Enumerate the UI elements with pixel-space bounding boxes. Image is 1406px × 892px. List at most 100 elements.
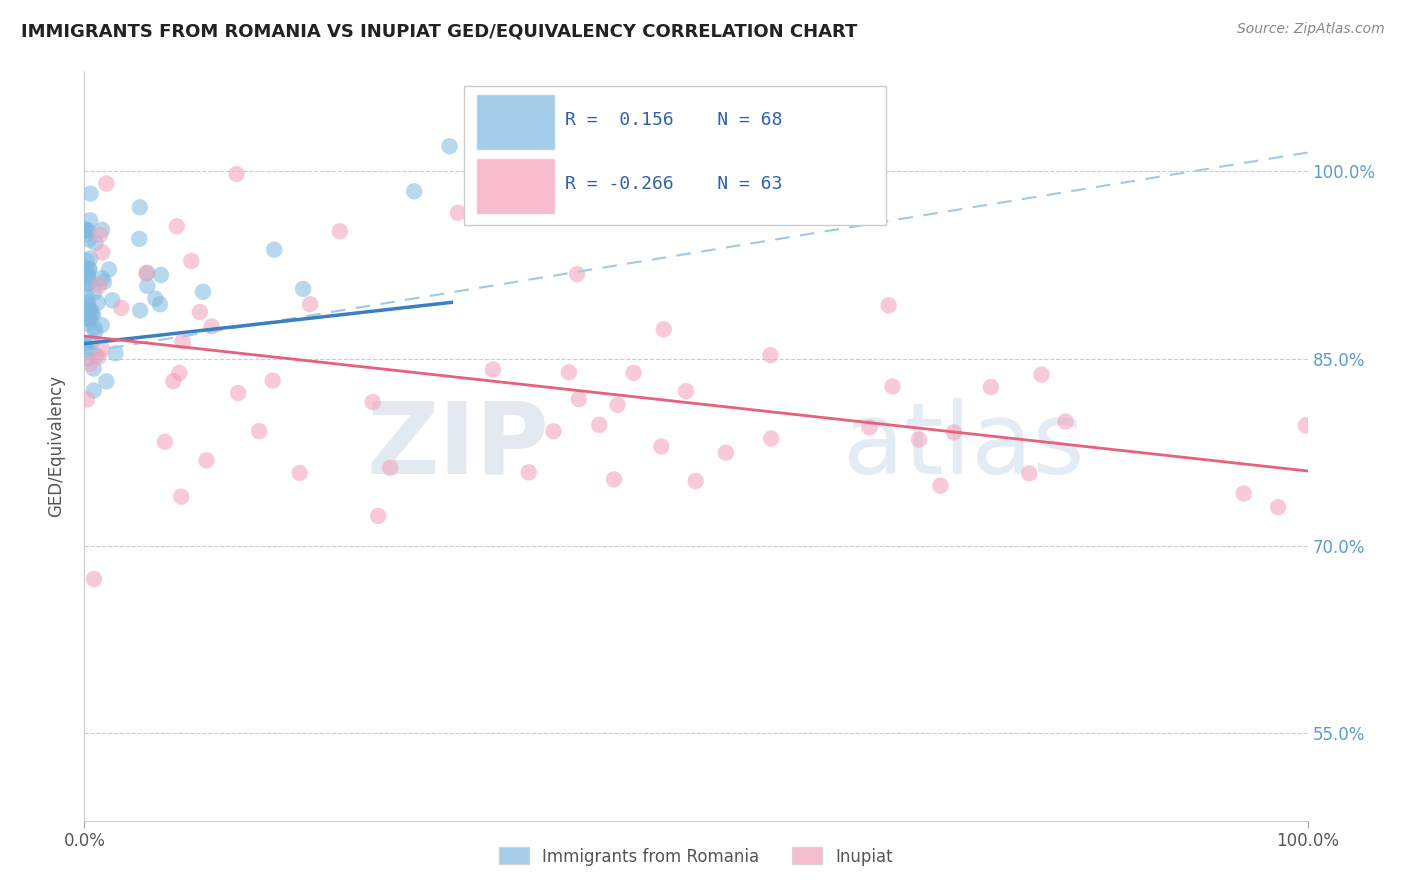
Point bbox=[75, 222, 97, 236]
Point bbox=[77, 271, 100, 285]
Point bbox=[76, 317, 98, 331]
Point bbox=[83, 384, 105, 398]
Point bbox=[759, 432, 782, 446]
Point bbox=[87, 350, 110, 364]
Point bbox=[191, 285, 214, 299]
Point bbox=[136, 266, 159, 280]
Point bbox=[83, 321, 105, 335]
Point bbox=[329, 224, 352, 238]
Point bbox=[482, 362, 505, 376]
Point bbox=[169, 366, 191, 380]
Point bbox=[79, 262, 101, 277]
Point bbox=[759, 348, 782, 362]
Point bbox=[83, 361, 105, 376]
Legend: Immigrants from Romania, Inupiat: Immigrants from Romania, Inupiat bbox=[492, 841, 900, 872]
Point bbox=[75, 227, 97, 242]
Point bbox=[76, 253, 98, 268]
Text: ZIP: ZIP bbox=[367, 398, 550, 494]
Point bbox=[91, 245, 114, 260]
Point bbox=[685, 474, 707, 488]
Point bbox=[110, 301, 132, 315]
FancyBboxPatch shape bbox=[475, 158, 555, 214]
Point bbox=[104, 346, 127, 360]
Point bbox=[84, 348, 107, 362]
Point bbox=[96, 375, 118, 389]
Point bbox=[90, 318, 112, 333]
Point bbox=[79, 303, 101, 318]
Point bbox=[882, 379, 904, 393]
Point bbox=[135, 267, 157, 281]
Point bbox=[128, 200, 150, 214]
Y-axis label: GED/Equivalency: GED/Equivalency bbox=[48, 375, 66, 517]
Point bbox=[1267, 500, 1289, 515]
Point bbox=[77, 233, 100, 247]
Point bbox=[652, 322, 675, 336]
Text: atlas: atlas bbox=[842, 398, 1084, 494]
Point bbox=[650, 440, 672, 454]
Point bbox=[77, 304, 100, 318]
Point bbox=[225, 167, 247, 181]
Point bbox=[79, 343, 101, 358]
Point bbox=[101, 293, 124, 308]
Point bbox=[145, 292, 167, 306]
Point bbox=[714, 446, 737, 460]
Point bbox=[675, 384, 697, 399]
Point bbox=[558, 365, 581, 379]
Point bbox=[84, 325, 107, 339]
Point bbox=[195, 453, 218, 467]
Point bbox=[298, 297, 321, 311]
Point bbox=[79, 213, 101, 227]
Point bbox=[247, 424, 270, 438]
Point bbox=[1018, 467, 1040, 481]
Point bbox=[623, 366, 645, 380]
Point bbox=[603, 472, 626, 486]
Point bbox=[93, 275, 115, 289]
Point bbox=[172, 334, 194, 348]
Point bbox=[727, 174, 749, 188]
Text: IMMIGRANTS FROM ROMANIA VS INUPIAT GED/EQUIVALENCY CORRELATION CHART: IMMIGRANTS FROM ROMANIA VS INUPIAT GED/E… bbox=[21, 22, 858, 40]
Point bbox=[73, 337, 96, 351]
Point bbox=[82, 334, 104, 349]
Point bbox=[565, 267, 588, 281]
Point bbox=[97, 262, 120, 277]
Point bbox=[439, 139, 461, 153]
Text: Source: ZipAtlas.com: Source: ZipAtlas.com bbox=[1237, 22, 1385, 37]
Point bbox=[91, 342, 114, 356]
Point bbox=[170, 490, 193, 504]
Point bbox=[517, 466, 540, 480]
Point bbox=[980, 380, 1002, 394]
Point bbox=[79, 252, 101, 266]
Point bbox=[380, 460, 402, 475]
Point bbox=[166, 219, 188, 234]
Point bbox=[188, 305, 211, 319]
Point bbox=[76, 295, 98, 310]
Point bbox=[543, 424, 565, 438]
Point bbox=[79, 312, 101, 326]
Point bbox=[877, 298, 900, 312]
Point bbox=[568, 392, 591, 406]
Point bbox=[77, 223, 100, 237]
Point bbox=[75, 339, 97, 353]
Point bbox=[404, 185, 426, 199]
Point bbox=[262, 374, 284, 388]
Point bbox=[84, 235, 107, 250]
Point bbox=[367, 508, 389, 523]
Point bbox=[77, 311, 100, 326]
Point bbox=[89, 278, 111, 293]
Point bbox=[80, 302, 103, 317]
Point bbox=[82, 308, 104, 322]
Point bbox=[1233, 486, 1256, 500]
Point bbox=[76, 297, 98, 311]
Point bbox=[180, 254, 202, 268]
Text: R = -0.266    N = 63: R = -0.266 N = 63 bbox=[565, 175, 783, 193]
Point bbox=[77, 276, 100, 290]
Point bbox=[200, 319, 222, 334]
Point bbox=[75, 264, 97, 278]
Point bbox=[548, 182, 571, 196]
Point bbox=[929, 479, 952, 493]
Point bbox=[226, 386, 249, 401]
Point bbox=[73, 300, 96, 314]
Point bbox=[73, 309, 96, 323]
FancyBboxPatch shape bbox=[464, 87, 886, 225]
Point bbox=[89, 227, 111, 242]
